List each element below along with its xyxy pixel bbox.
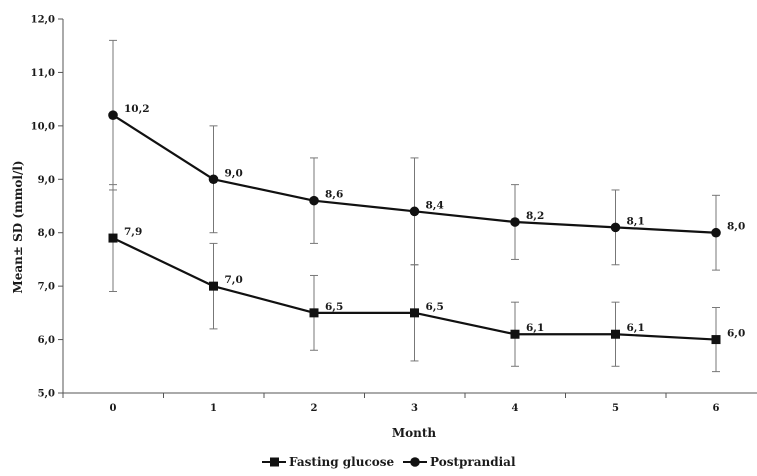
postprandial-point: [711, 227, 721, 238]
series-markers: [108, 110, 721, 345]
y-tick-label: 6,0: [38, 335, 55, 346]
x-tick-label: 0: [110, 403, 117, 414]
fasting-glucose-point: [410, 308, 419, 318]
x-tick-label: 3: [411, 403, 418, 414]
legend-label: Fasting glucose: [289, 455, 395, 469]
postprandial-point: [208, 174, 219, 185]
y-tick-label: 5,0: [38, 389, 55, 400]
postprandial-data-label: 10,2: [124, 103, 150, 115]
y-axis-title: Mean± SD (mmol/l): [11, 160, 25, 293]
postprandial-data-label: 8,2: [526, 210, 544, 222]
legend-item-fasting-glucose: Fasting glucose: [262, 455, 395, 469]
postprandial-data-label: 8,0: [727, 221, 745, 233]
legend-label: Postprandial: [430, 455, 516, 469]
postprandial-data-label: 8,1: [627, 215, 645, 227]
fasting-glucose-point: [108, 233, 118, 243]
fasting-glucose-data-label: 7,0: [225, 274, 243, 286]
fasting-glucose-point: [611, 329, 620, 339]
fasting-glucose-data-label: 7,9: [124, 226, 142, 238]
postprandial-point: [309, 195, 319, 206]
fasting-glucose-point: [309, 308, 319, 318]
fasting-glucose-point: [209, 281, 218, 291]
legend-square-marker: [270, 457, 279, 467]
postprandial-data-label: 9,0: [225, 167, 243, 179]
x-tick-label: 1: [210, 403, 217, 414]
fasting-glucose-data-label: 6,0: [727, 328, 745, 340]
x-tick-label: 2: [311, 403, 318, 414]
data-labels: 7,9 7,0 6,5 6,5 6,1 6,1 6,0 10,2 9,0 8,6 8,4 8,2 8,1…: [124, 103, 745, 339]
y-tick-label: 9,0: [38, 175, 55, 186]
x-tick-label: 4: [512, 403, 519, 414]
postprandial-point: [108, 110, 118, 120]
fasting-glucose-data-label: 6,1: [526, 322, 544, 334]
y-tick-label: 11,0: [31, 68, 55, 79]
postprandial-point: [510, 217, 520, 227]
fasting-glucose-point: [510, 329, 520, 339]
x-tick-label: 5: [612, 403, 619, 414]
fasting-glucose-data-label: 6,1: [627, 322, 645, 334]
y-tick-label: 8,0: [38, 228, 55, 239]
postprandial-data-label: 8,6: [325, 189, 343, 201]
postprandial-point: [409, 206, 420, 217]
x-tick-label: 6: [713, 403, 720, 414]
postprandial-data-label: 8,4: [426, 199, 444, 211]
y-tick-label: 12,0: [31, 15, 55, 26]
postprandial-point: [610, 222, 621, 233]
fasting-glucose-point: [711, 335, 721, 345]
fasting-glucose-data-label: 6,5: [426, 301, 444, 313]
axes: 5,0 6,0 7,0 8,0 9,0 10,0 11,0 12,0 0 1 2 3 4 5 6: [31, 15, 757, 414]
y-tick-label: 10,0: [31, 121, 55, 132]
legend-item-postprandial: Postprandial: [403, 455, 516, 469]
legend-circle-marker: [410, 457, 420, 467]
legend: Fasting glucose Postprandial: [262, 455, 516, 469]
fasting-glucose-data-label: 6,5: [325, 301, 343, 313]
y-tick-label: 7,0: [38, 282, 55, 293]
x-axis-title: Month: [392, 426, 437, 440]
